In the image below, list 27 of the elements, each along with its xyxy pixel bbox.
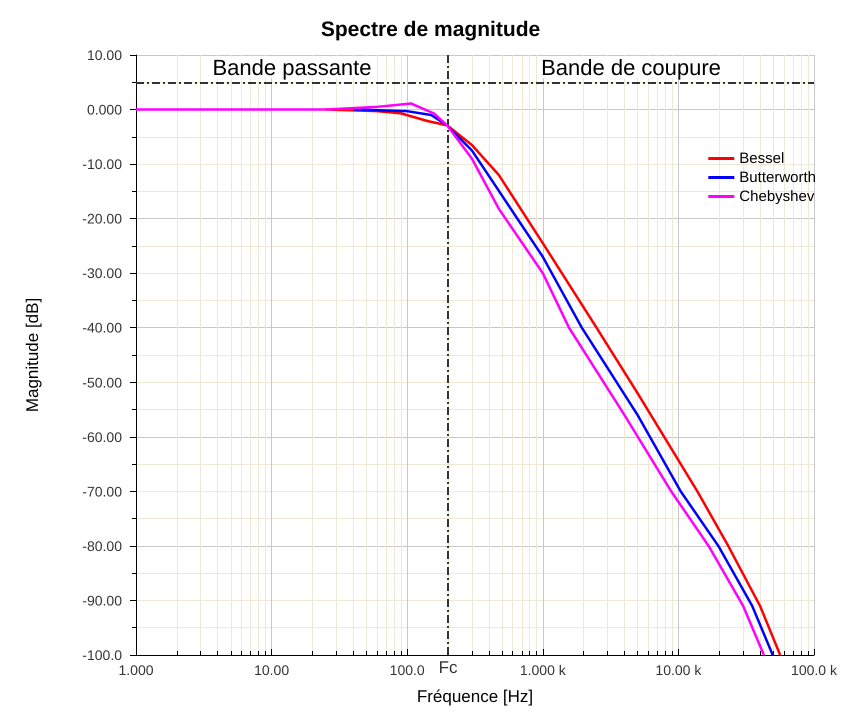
chart-title: Spectre de magnitude [320, 18, 540, 41]
x-tick-label: 10.00 k [655, 662, 702, 678]
ref-line-label: Fc [438, 658, 458, 677]
annotation: Bande de coupure [541, 54, 721, 80]
annotation: Bande passante [212, 54, 372, 80]
y-axis-title: Magnitude [dB] [23, 298, 42, 412]
y-tick-label: -70.00 [82, 483, 122, 500]
x-tick-label: 100.0 [390, 662, 425, 678]
y-tick-label: -100.0 [82, 647, 122, 663]
x-tick-label: 10.00 [254, 662, 290, 678]
y-tick-label: -90.00 [82, 592, 122, 608]
x-axis-title: Fréquence [Hz] [416, 687, 534, 706]
legend-label: Chebyshev [739, 188, 815, 205]
y-tick-label: -10.00 [82, 156, 122, 172]
x-tick-label: 1.000 k [520, 662, 567, 678]
x-tick-label: 1.000 [118, 662, 154, 678]
y-tick-label: -80.00 [82, 538, 122, 554]
y-tick-label: 10.00 [86, 47, 122, 63]
y-tick-label: -30.00 [82, 265, 122, 282]
y-tick-label: -50.00 [82, 374, 122, 390]
y-tick-label: -60.00 [82, 428, 122, 445]
x-tick-label: 100.0 k [791, 662, 838, 678]
legend-label: Butterworth [739, 169, 816, 186]
y-tick-label: -40.00 [82, 320, 122, 336]
y-tick-label: -20.00 [82, 210, 122, 227]
legend-label: Bessel [739, 150, 784, 167]
y-tick-label: 0.000 [86, 102, 122, 118]
